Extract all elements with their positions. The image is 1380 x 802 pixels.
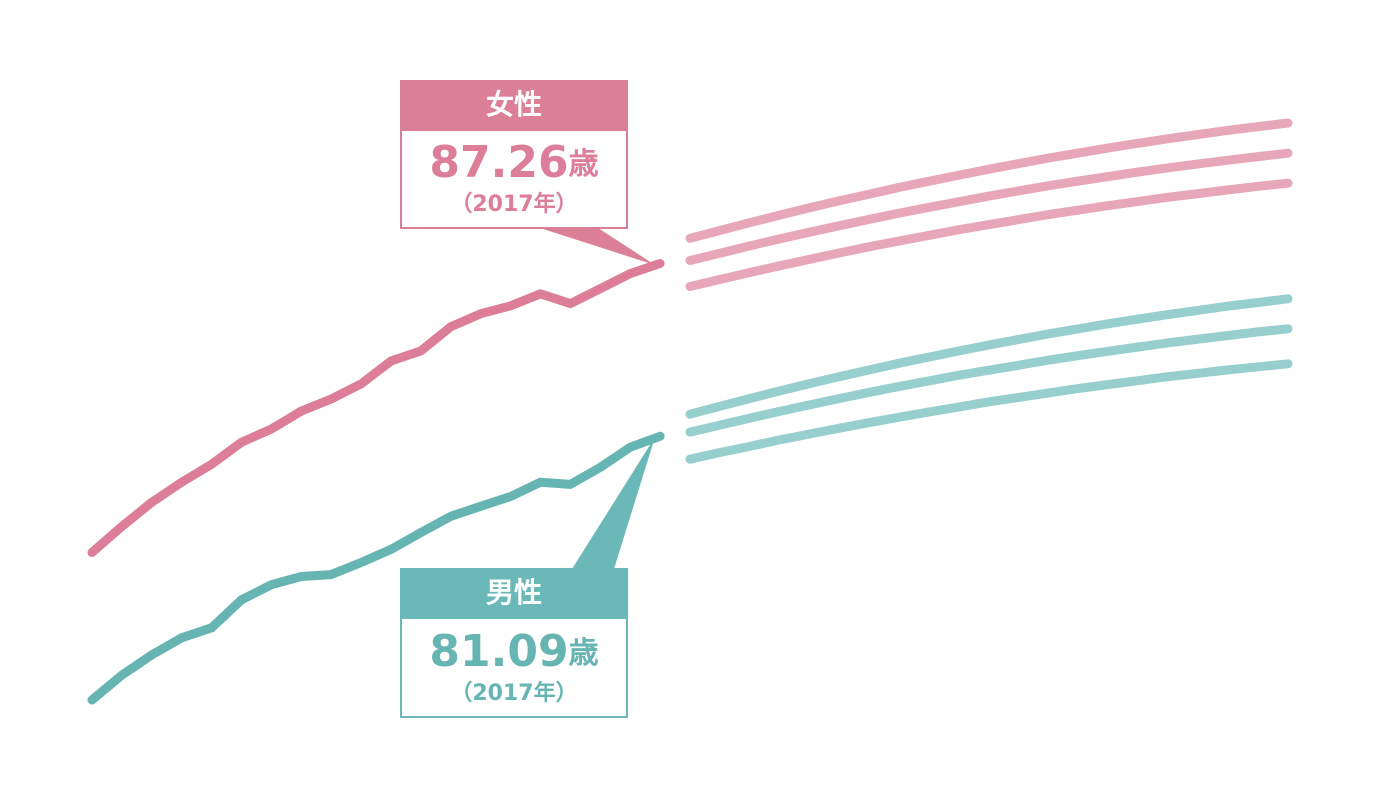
series-line <box>87 431 665 705</box>
callout-value: 81.09歳 <box>429 626 598 677</box>
callout-value: 87.26歳 <box>429 137 598 188</box>
series-line <box>685 324 1293 437</box>
value: 81.09 <box>429 626 568 677</box>
callout-title: 男性 <box>486 576 542 609</box>
callout-body <box>400 129 628 229</box>
callout-header <box>400 80 628 130</box>
series-line <box>87 259 665 557</box>
callout-male: 男性 81.09歳 （2017年） <box>400 437 655 718</box>
unit: 歳 <box>569 636 599 671</box>
lines <box>87 118 1293 705</box>
series-line <box>685 148 1293 265</box>
callout-body <box>400 617 628 718</box>
callout-note: （2017年） <box>450 191 577 217</box>
series-line <box>685 359 1293 464</box>
unit: 歳 <box>569 147 599 182</box>
series-line <box>685 118 1293 243</box>
callout-female: 女性 87.26歳 （2017年） <box>400 80 655 265</box>
callout-pointer <box>572 437 655 569</box>
callout-note: （2017年） <box>450 680 577 706</box>
value: 87.26 <box>429 137 568 188</box>
series-line <box>685 294 1293 419</box>
callout-title: 女性 <box>486 88 542 121</box>
callout-pointer <box>540 228 655 265</box>
callout-header <box>400 568 628 618</box>
series-line <box>685 178 1293 291</box>
